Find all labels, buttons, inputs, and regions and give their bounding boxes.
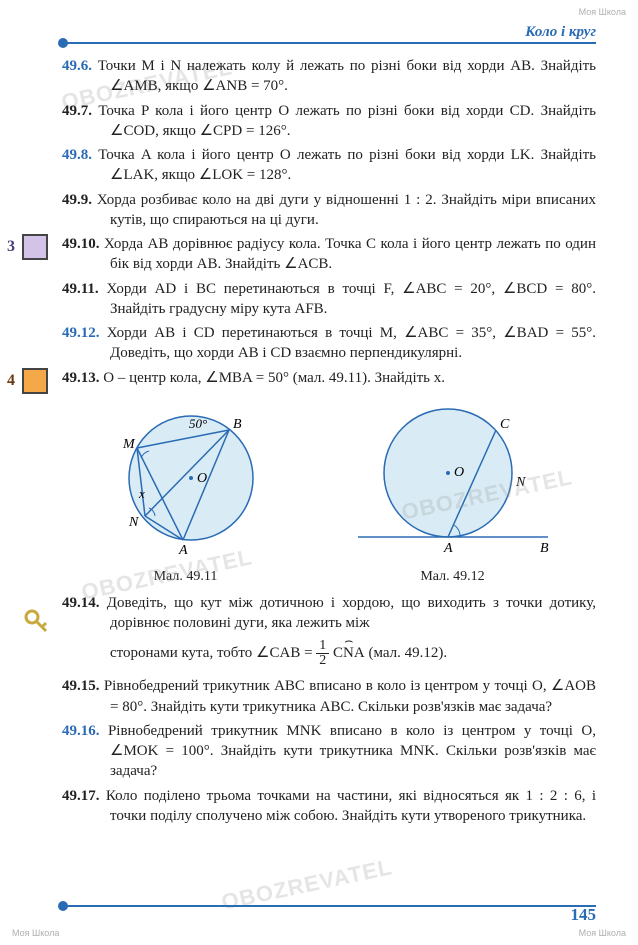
problem-text: Рівнобедрений трикутник MNK вписано в ко…	[108, 723, 596, 780]
figure-caption: Мал. 49.11	[101, 568, 271, 587]
problem-number: 49.6.	[62, 58, 92, 74]
page-number: 145	[571, 904, 597, 927]
figure-49-11: 50° M B A N O x Мал. 49.11	[101, 398, 271, 587]
problem-number: 49.11.	[62, 281, 99, 297]
problem-number: 49.12.	[62, 325, 100, 341]
svg-text:C: C	[500, 417, 510, 432]
problem-49-13: 4 49.13. O – центр кола, ∠MBA = 50° (мал…	[62, 368, 596, 388]
problem-number: 49.15.	[62, 678, 100, 694]
logo-bottom-right: Моя Школа	[579, 927, 626, 939]
problem-49-12: 49.12. Хорди AB і CD перетинаються в точ…	[62, 323, 596, 364]
problem-text: (мал. 49.12).	[368, 645, 447, 661]
level-badge-4: 4	[22, 368, 48, 394]
logo-bottom-left: Моя Школа	[12, 927, 59, 939]
problem-49-9: 49.9. Хорда розбиває коло на дві дуги у …	[62, 190, 596, 231]
problem-text: Доведіть, що кут між дотичною і хордою, …	[107, 595, 596, 631]
svg-text:50°: 50°	[189, 416, 207, 431]
problem-49-8: 49.8. Точка A кола і його центр O лежать…	[62, 145, 596, 186]
problem-49-6: 49.6. Точки M і N належать колу й лежать…	[62, 56, 596, 97]
problem-number: 49.13.	[62, 370, 100, 386]
figures-row: 50° M B A N O x Мал. 49.11 C O N A B	[62, 398, 596, 587]
watermark: OBOZREVATEL	[219, 852, 395, 917]
fraction: 12	[316, 639, 329, 668]
problem-number: 49.9.	[62, 192, 92, 208]
problem-text: Хорда AB дорівнює радіусу кола. Точка C …	[104, 236, 596, 272]
problem-text: Рівнобедрений трикутник ABC вписано в ко…	[104, 678, 596, 714]
svg-text:x: x	[138, 486, 145, 501]
problem-text: Хорди AD і BC перетинаються в точці F, ∠…	[106, 281, 596, 317]
svg-text:M: M	[122, 437, 136, 452]
problem-text: Точка P кола і його центр O лежать по рі…	[98, 103, 596, 139]
level-badge-3: 3	[22, 234, 48, 260]
circle-diagram-2: C O N A B	[348, 398, 558, 558]
svg-text:A: A	[443, 541, 453, 556]
svg-text:A: A	[178, 543, 188, 558]
footer-rule	[62, 905, 596, 907]
svg-text:B: B	[540, 541, 549, 556]
problem-49-16: 49.16. Рівнобедрений трикутник MNK вписа…	[62, 721, 596, 782]
svg-text:O: O	[454, 465, 464, 480]
header-rule	[62, 42, 596, 44]
circle-diagram-1: 50° M B A N O x	[101, 398, 271, 558]
problem-text: Коло поділено трьома точками на частини,…	[106, 788, 596, 824]
problem-49-10: 3 49.10. Хорда AB дорівнює радіусу кола.…	[62, 234, 596, 275]
section-title: Коло і круг	[525, 22, 596, 42]
content-area: 49.6. Точки M і N належать колу й лежать…	[62, 56, 596, 826]
key-icon	[22, 607, 50, 635]
problem-49-7: 49.7. Точка P кола і його центр O лежать…	[62, 101, 596, 142]
logo-top-right: Моя Школа	[579, 6, 626, 18]
problem-number: 49.14.	[62, 595, 100, 611]
problem-49-14: 49.14. Доведіть, що кут між дотичною і х…	[62, 593, 596, 669]
problem-text: Точки M і N належать колу й лежать по рі…	[98, 58, 596, 94]
problem-49-17: 49.17. Коло поділено трьома точками на ч…	[62, 786, 596, 827]
arc-notation: CNA	[333, 643, 365, 663]
problem-49-11: 49.11. Хорди AD і BC перетинаються в точ…	[62, 279, 596, 320]
problem-number: 49.17.	[62, 788, 100, 804]
problem-text: Точка A кола і його центр O лежать по рі…	[98, 147, 596, 183]
problem-text: Хорди AB і CD перетинаються в точці M, ∠…	[107, 325, 596, 361]
svg-text:N: N	[515, 475, 526, 490]
figure-caption: Мал. 49.12	[348, 568, 558, 587]
problem-49-15: 49.15. Рівнобедрений трикутник ABC вписа…	[62, 676, 596, 717]
problem-number: 49.7.	[62, 103, 92, 119]
problem-text: O – центр кола, ∠MBA = 50° (мал. 49.11).…	[103, 370, 445, 386]
svg-text:O: O	[197, 471, 207, 486]
problem-text: сторонами кута, тобто ∠CAB =	[110, 645, 316, 661]
figure-49-12: C O N A B Мал. 49.12	[348, 398, 558, 587]
problem-text: Хорда розбиває коло на дві дуги у віднош…	[97, 192, 596, 228]
problem-number: 49.16.	[62, 723, 100, 739]
svg-text:B: B	[233, 417, 242, 432]
problem-number: 49.8.	[62, 147, 92, 163]
problem-number: 49.10.	[62, 236, 100, 252]
svg-text:N: N	[128, 515, 139, 530]
